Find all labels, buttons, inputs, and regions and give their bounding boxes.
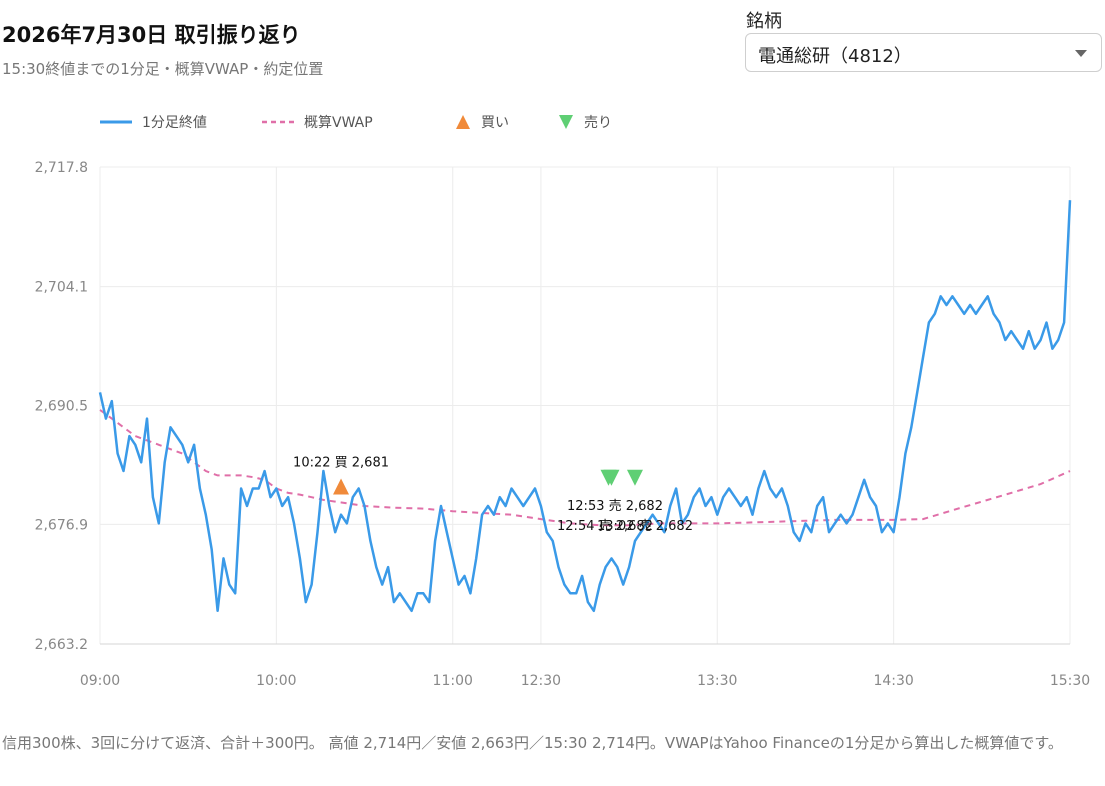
legend-item-buy[interactable]: 買い — [455, 110, 509, 134]
page-title: 2026年7月30日 取引振り返り — [2, 23, 301, 47]
symbol-select-value: 電通総研（4812） — [758, 46, 912, 67]
chevron-down-icon — [1075, 50, 1087, 57]
y-tick-label: 2,690.5 — [35, 399, 88, 415]
x-tick-label: 12:30 — [521, 673, 561, 689]
y-tick-label: 2,704.1 — [35, 280, 88, 296]
triangle-down-icon — [559, 115, 573, 129]
legend-label-sell: 売り — [584, 115, 612, 131]
symbol-select-label: 銘柄 — [746, 11, 782, 32]
symbol-select[interactable]: 電通総研（4812） — [745, 33, 1102, 72]
legend-label-vwap: 概算VWAP — [304, 115, 373, 131]
dashed-line-icon — [262, 120, 294, 124]
legend-item-close[interactable]: 1分足終値 — [100, 110, 207, 134]
triangle-up-icon — [456, 115, 470, 129]
x-tick-label: 13:30 — [697, 673, 737, 689]
x-tick-label: 15:30 — [1050, 673, 1090, 689]
footnote: 信用300株、3回に分けて返済、合計＋300円。 高値 2,714円／安値 2,… — [2, 734, 1063, 752]
trade-label: 12:53 売 2,682 — [567, 498, 663, 514]
sell-marker — [626, 469, 643, 486]
legend-label-close: 1分足終値 — [142, 115, 207, 131]
page-subtitle: 15:30終値までの1分足・概算VWAP・約定位置 — [2, 60, 324, 78]
legend-item-vwap[interactable]: 概算VWAP — [262, 110, 373, 134]
y-tick-label: 2,717.8 — [35, 160, 88, 176]
x-tick-label: 11:00 — [433, 673, 473, 689]
legend-label-buy: 買い — [481, 115, 509, 131]
chart-legend: 1分足終値 概算VWAP 買い 売り — [0, 110, 700, 134]
trade-label: 13:02 売 2,682 — [597, 518, 693, 534]
price-chart: 2,663.2 2,676.9 2,690.5 2,704.1 2,717.8 09:00… — [35, 160, 1091, 689]
x-tick-label: 09:00 — [80, 673, 120, 689]
trade-label: 10:22 買 2,681 — [293, 455, 389, 470]
legend-item-sell[interactable]: 売り — [558, 110, 612, 134]
sell-marker — [603, 469, 620, 486]
x-tick-label: 14:30 — [873, 673, 913, 689]
buy-marker — [333, 478, 350, 495]
close-series-line — [98, 200, 1072, 613]
y-tick-label: 2,676.9 — [35, 517, 88, 533]
solid-line-icon — [100, 120, 132, 124]
x-tick-label: 10:00 — [256, 673, 296, 689]
trade-label: 12:54 売 2,682 — [557, 518, 653, 534]
y-tick-label: 2,663.2 — [35, 637, 88, 653]
